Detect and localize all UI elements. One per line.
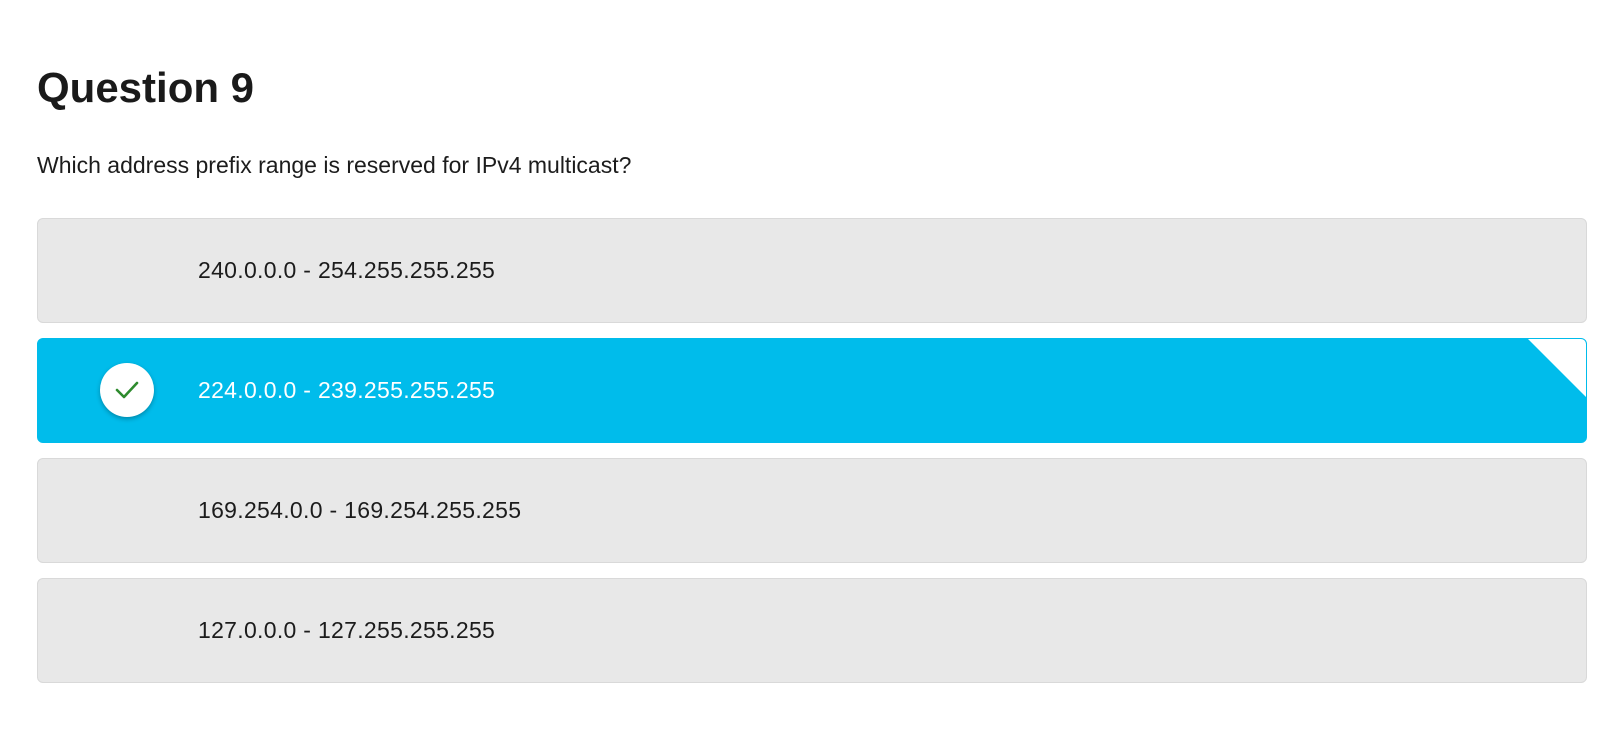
answer-option-4[interactable]: 127.0.0.0 - 127.255.255.255 (37, 578, 1587, 683)
answer-option-2[interactable]: 224.0.0.0 - 239.255.255.255 (37, 338, 1587, 443)
answer-option-1[interactable]: 240.0.0.0 - 254.255.255.255 (37, 218, 1587, 323)
answer-option-label: 169.254.0.0 - 169.254.255.255 (198, 497, 522, 523)
answer-option-3[interactable]: 169.254.0.0 - 169.254.255.255 (37, 458, 1587, 563)
corner-fold-decoration (1528, 339, 1586, 397)
answer-option-label: 224.0.0.0 - 239.255.255.255 (198, 377, 496, 403)
answer-option-label: 240.0.0.0 - 254.255.255.255 (198, 257, 496, 283)
question-title: Question 9 (37, 64, 255, 111)
answer-options: 240.0.0.0 - 254.255.255.255 224.0.0.0 - … (37, 218, 1587, 698)
selected-indicator (100, 363, 154, 417)
answer-option-label: 127.0.0.0 - 127.255.255.255 (198, 617, 496, 643)
check-icon (115, 381, 139, 399)
question-prompt: Which address prefix range is reserved f… (37, 152, 632, 178)
